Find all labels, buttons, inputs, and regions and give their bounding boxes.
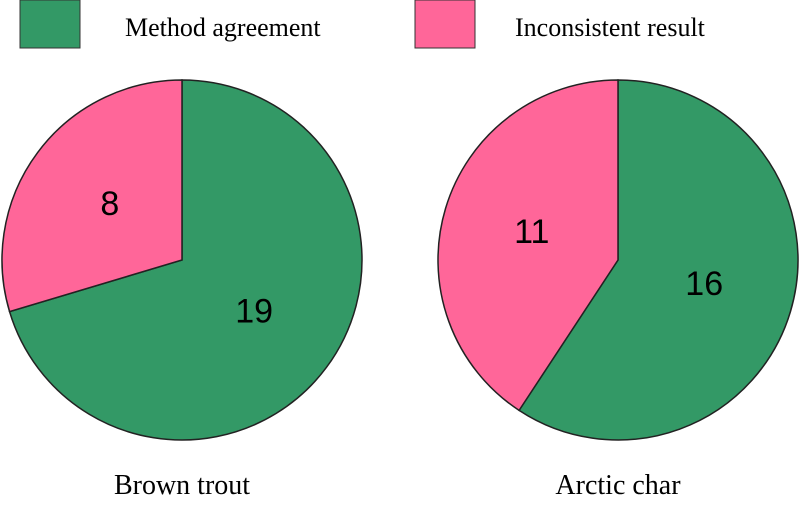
legend-swatch (414, 0, 476, 49)
pie-slice (437, 79, 619, 412)
legend-label: Inconsistent result (515, 13, 706, 42)
data-label: 16 (685, 265, 723, 303)
legend-label: Method agreement (125, 13, 321, 42)
chart-title: Brown trout (114, 470, 250, 501)
legend-swatch (19, 0, 81, 49)
chart-title: Arctic char (555, 470, 681, 501)
data-label: 8 (100, 185, 119, 223)
data-label: 11 (514, 213, 549, 251)
legend: Method agreement Inconsistent result (19, 0, 706, 49)
pie-slice (8, 79, 363, 441)
data-label: 19 (235, 293, 273, 331)
pie-slice (1, 79, 183, 313)
pie-slice (518, 79, 799, 441)
